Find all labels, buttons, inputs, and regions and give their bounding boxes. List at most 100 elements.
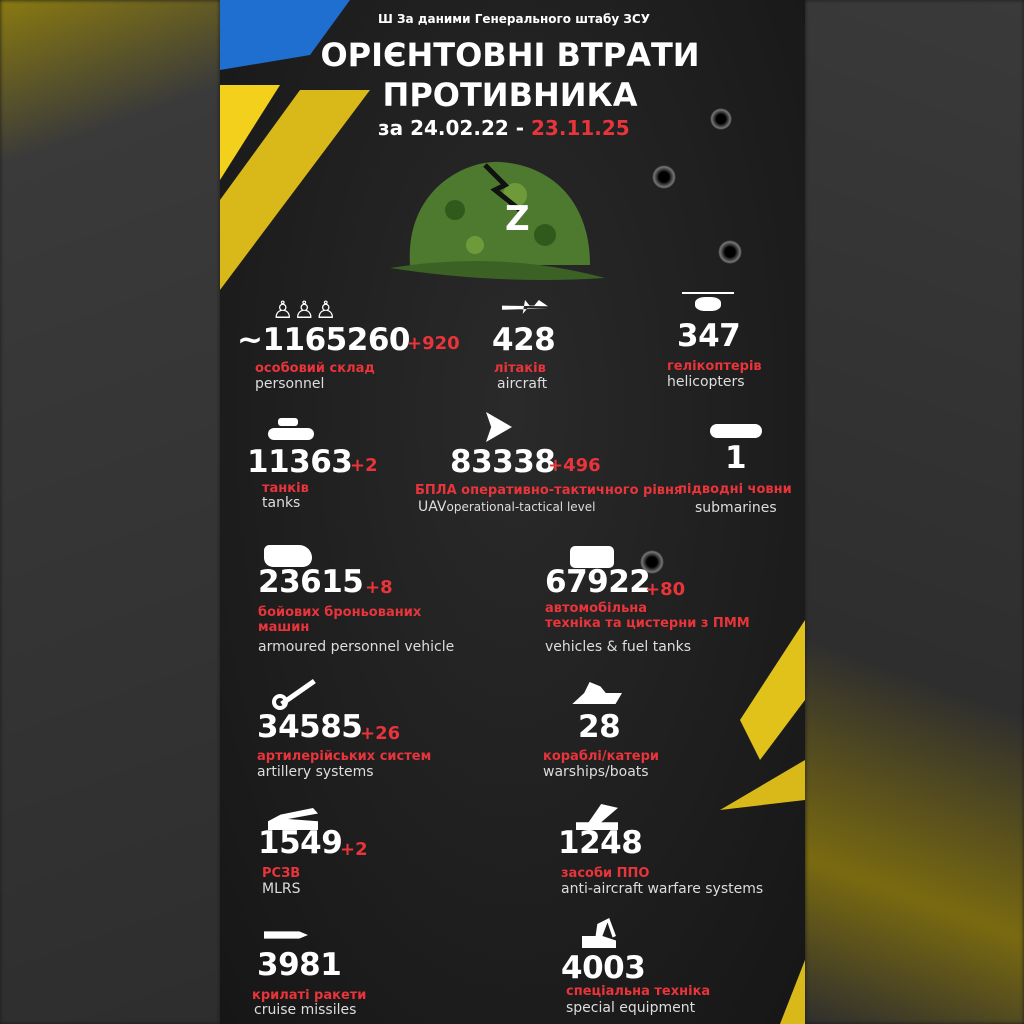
label-en-text: vehicles & fuel tanks xyxy=(545,639,692,655)
stat-label-en: MLRS xyxy=(262,881,301,897)
stat-label-en: personnel xyxy=(255,376,324,392)
stat-label-en: anti-aircraft warfare systems xyxy=(561,881,763,897)
stat-label-ua: кораблі/катери xyxy=(543,749,659,764)
stat-value: 11363 xyxy=(247,444,353,480)
helmet-icon: Z xyxy=(390,161,605,281)
stat-label-en: vehicles & fuel tanks xyxy=(545,639,691,655)
stat-label-ua: підводні човни xyxy=(678,482,792,497)
stat-value: 23615 xyxy=(258,564,364,600)
stat-value: ~1165260 xyxy=(237,322,410,358)
label-ua-text: спеціальна техніка xyxy=(566,984,711,999)
stat-value: 67922 xyxy=(545,564,651,600)
label-ua-text: підводні човни xyxy=(678,482,792,497)
stat-label-en: armoured personnel vehicle xyxy=(258,639,454,655)
label-en-text: MLRS xyxy=(262,881,301,897)
trident-icon: Ш xyxy=(378,12,398,26)
label-ua-text: кораблі/катери xyxy=(543,749,659,764)
bullet-hole-icon xyxy=(640,550,664,574)
label-en-text: warships/boats xyxy=(543,764,649,780)
label-ua-text: РСЗВ xyxy=(262,866,301,881)
stat-label-ua: гелікоптерів xyxy=(667,359,762,374)
stat-label-ua: крилаті ракети xyxy=(252,988,366,1003)
stat-label-ua: особовий склад xyxy=(255,361,375,376)
period: за 24.02.22 - 23.11.25 xyxy=(378,116,630,140)
label-en-text: tanks xyxy=(262,495,301,511)
helicopter-icon xyxy=(682,292,734,314)
vehicle-icon xyxy=(570,546,614,568)
blurred-background-left xyxy=(0,0,220,1024)
period-end: 23.11.25 xyxy=(531,116,630,140)
stat-label-ua: автомобільна техніка та цистерни з ПММ xyxy=(545,601,750,631)
stat-label-en: artillery systems xyxy=(257,764,374,780)
label-en-text: submarines xyxy=(695,500,777,516)
stat-value: 1 xyxy=(725,440,747,476)
stat-label-ua: БПЛА оперативно-тактичного рівня xyxy=(415,483,682,498)
stat-increase: +26 xyxy=(360,723,401,744)
tank-icon xyxy=(268,418,314,440)
label-en-text: helicopters xyxy=(667,374,745,390)
label-en-text: anti-aircraft warfare systems xyxy=(561,881,764,897)
soldiers-icon: ♙♙♙ xyxy=(272,296,337,324)
label-ua-text: бойових броньованих xyxy=(258,605,422,620)
stat-label-en: UAVoperational-tactical level xyxy=(418,499,595,515)
stat-value: 428 xyxy=(492,322,556,358)
label-en-text: cruise missiles xyxy=(254,1002,357,1018)
label-ua-text: особовий склад xyxy=(255,361,375,376)
bullet-hole-icon xyxy=(710,108,732,130)
label-ua-text-2: техніка та цистерни з ПММ xyxy=(545,616,750,631)
title-line-2: ПРОТИВНИКА xyxy=(382,76,638,114)
cruise-missile-icon xyxy=(264,931,308,939)
stat-value: 28 xyxy=(578,709,621,745)
submarine-icon xyxy=(710,424,762,438)
stat-label-ua: бойових броньованих машин xyxy=(258,605,421,635)
stat-value: 3981 xyxy=(257,947,342,983)
label-en-text: UAV xyxy=(418,499,447,515)
stat-increase: +2 xyxy=(350,455,378,476)
bullet-hole-icon xyxy=(652,165,676,189)
label-en-text: personnel xyxy=(255,376,325,392)
label-ua-text: крилаті ракети xyxy=(252,988,367,1003)
stat-value: 1549 xyxy=(258,825,343,861)
label-ua-text: артилерійських систем xyxy=(257,749,432,764)
stat-label-en: special equipment xyxy=(566,1000,695,1016)
stat-increase: +496 xyxy=(548,455,601,476)
stat-value: 4003 xyxy=(561,950,646,986)
stat-increase: +8 xyxy=(365,577,393,598)
stat-label-ua: засоби ППО xyxy=(561,866,650,881)
flag-stripes-decoration xyxy=(220,0,805,1024)
stat-label-en: helicopters xyxy=(667,374,745,390)
label-en-text-2: operational-tactical level xyxy=(446,500,596,514)
label-ua-text: автомобільна xyxy=(545,601,648,616)
stat-value: 1248 xyxy=(558,825,643,861)
stat-increase: +920 xyxy=(407,333,460,354)
stat-label-ua: танків xyxy=(262,481,309,496)
stat-label-ua: артилерійських систем xyxy=(257,749,431,764)
stat-label-ua: літаків xyxy=(494,361,546,376)
artillery-icon xyxy=(268,676,316,710)
stat-value: 347 xyxy=(677,318,741,354)
label-en-text: armoured personnel vehicle xyxy=(258,639,455,655)
stat-label-en: tanks xyxy=(262,495,300,511)
label-en-text: special equipment xyxy=(566,1000,696,1016)
label-en-text: aircraft xyxy=(497,376,548,392)
label-ua-text: літаків xyxy=(494,361,546,376)
stat-increase: +2 xyxy=(340,839,368,860)
stat-label-en: cruise missiles xyxy=(254,1002,356,1018)
label-ua-text: гелікоптерів xyxy=(667,359,762,374)
label-ua-text: засоби ППО xyxy=(561,866,650,881)
source-line: Ш За даними Генерального штабу ЗСУ xyxy=(378,12,650,26)
label-ua-text: БПЛА оперативно-тактичного рівня xyxy=(415,483,683,498)
stat-label-en: submarines xyxy=(695,500,777,516)
stat-label-en: aircraft xyxy=(497,376,547,392)
source-text: За даними Генерального штабу ЗСУ xyxy=(397,12,650,26)
title-line-1: ОРІЄНТОВНІ ВТРАТИ xyxy=(320,36,700,74)
stat-label-en: warships/boats xyxy=(543,764,649,780)
label-ua-text: танків xyxy=(262,481,309,496)
stat-label-ua: РСЗВ xyxy=(262,866,300,881)
apc-icon xyxy=(264,545,312,567)
stat-value: 34585 xyxy=(257,709,363,745)
stat-value: 83338 xyxy=(450,444,556,480)
stat-increase: +80 xyxy=(645,579,686,600)
infographic: Ш За даними Генерального штабу ЗСУ ОРІЄН… xyxy=(220,0,805,1024)
label-ua-text-2: машин xyxy=(258,620,310,635)
